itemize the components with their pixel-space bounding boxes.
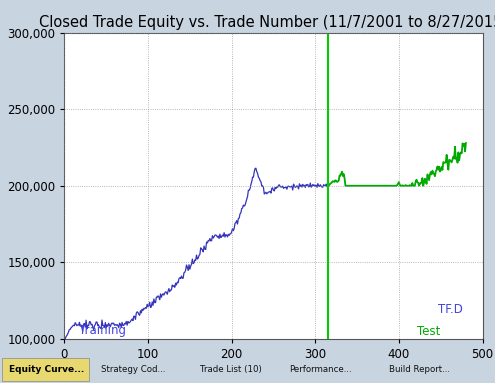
Text: TF.D: TF.D <box>438 303 462 316</box>
Bar <box>2 358 89 381</box>
Text: Test: Test <box>417 325 441 338</box>
Text: Performance...: Performance... <box>290 365 352 374</box>
Text: Equity Curve...: Equity Curve... <box>9 365 85 374</box>
Title: Closed Trade Equity vs. Trade Number (11/7/2001 to 8/27/2015): Closed Trade Equity vs. Trade Number (11… <box>39 15 495 30</box>
Text: Build Report...: Build Report... <box>389 365 449 374</box>
Text: Strategy Cod...: Strategy Cod... <box>101 365 166 374</box>
Text: Training: Training <box>79 324 126 337</box>
Text: Trade List (10): Trade List (10) <box>200 365 262 374</box>
